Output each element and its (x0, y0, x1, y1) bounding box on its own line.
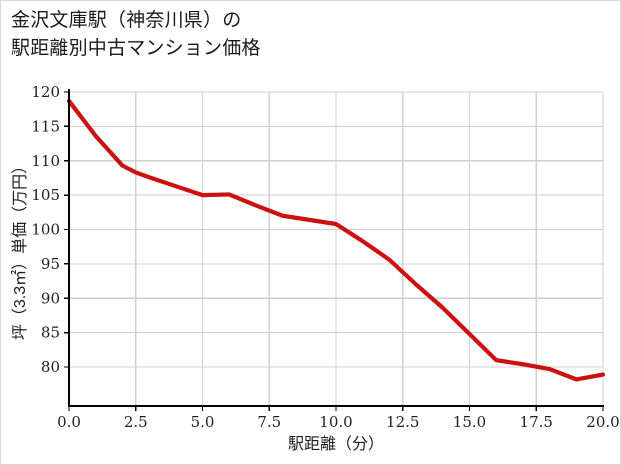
x-tick-label: 7.5 (257, 413, 281, 431)
x-tick-labels: 0.0 2.5 5.0 7.5 10.0 12.5 15.0 17.5 20.0 (57, 406, 620, 431)
x-tick-label: 10.0 (319, 413, 352, 431)
x-tick-label: 17.5 (520, 413, 553, 431)
y-tick-label: 100 (31, 221, 60, 239)
x-tick-label: 5.0 (191, 413, 215, 431)
y-tick-label: 80 (41, 358, 60, 376)
y-tick-label: 110 (31, 152, 60, 170)
y-tick-labels: 80 85 90 95 100 105 110 115 120 (31, 83, 69, 376)
y-tick-label: 90 (41, 289, 60, 307)
x-tick-label: 20.0 (586, 413, 619, 431)
y-axis-title: 坪（3.3㎡）単価（万円） (11, 158, 29, 340)
x-tick-label: 0.0 (57, 413, 81, 431)
y-tick-label: 115 (31, 117, 60, 135)
y-tick-label: 85 (41, 324, 60, 342)
data-series-group (66, 98, 606, 382)
x-tick-label: 2.5 (124, 413, 148, 431)
page-title: 金沢文庫駅（神奈川県）の 駅距離別中古マンション価格 (11, 10, 261, 59)
x-tick-label: 12.5 (386, 413, 419, 431)
x-tick-label: 15.0 (453, 413, 486, 431)
y-tick-label: 95 (41, 255, 60, 273)
y-tick-label: 120 (31, 83, 60, 101)
x-gridlines (68, 92, 604, 406)
x-axis-title: 駅距離（分） (288, 435, 384, 453)
y-tick-label: 105 (31, 186, 60, 204)
data-line-series (66, 98, 606, 382)
